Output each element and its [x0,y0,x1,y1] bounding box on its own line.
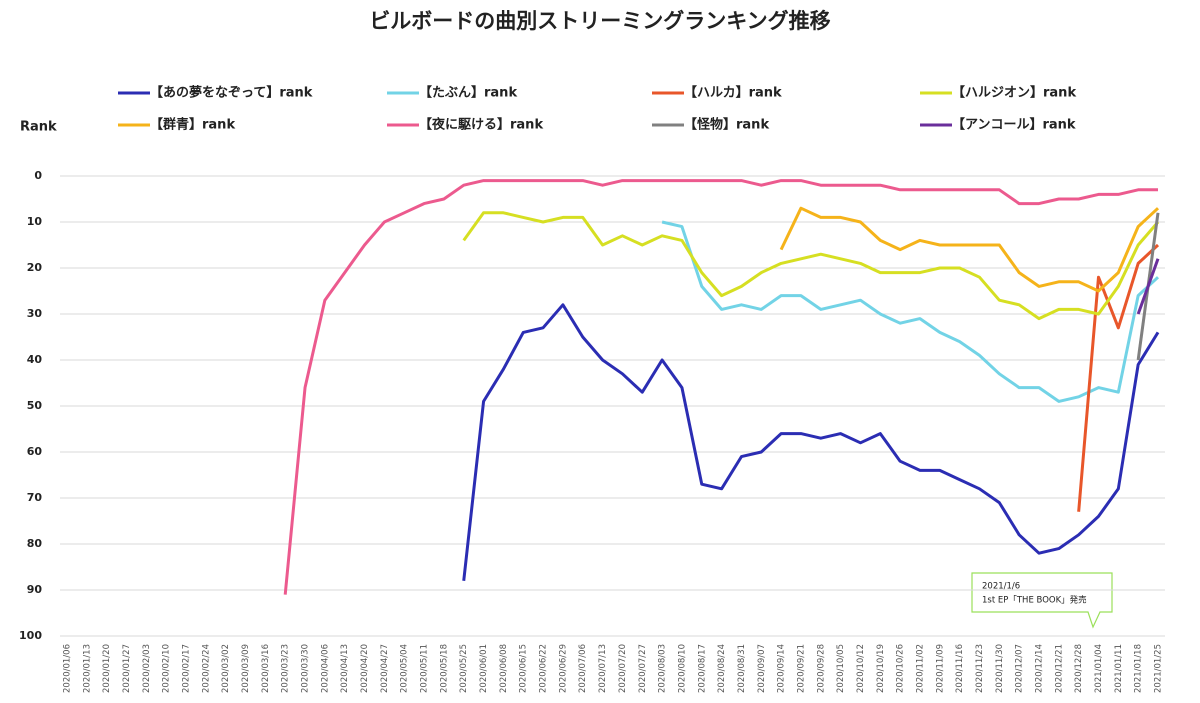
x-tick-label: 2020/06/15 [519,644,529,693]
x-tick-label: 2020/10/05 [836,644,846,693]
x-tick-label: 2020/08/31 [737,644,747,693]
y-tick-label: 100 [19,629,42,642]
x-tick-label: 2020/01/06 [63,644,73,693]
line [1136,258,1160,315]
x-tick-label: 2020/03/09 [241,644,251,693]
x-tick-label: 2020/02/17 [182,644,192,693]
x-tick-label: 2020/07/13 [598,644,608,693]
x-tick-label: 2020/06/22 [539,644,549,693]
x-tick-label: 2020/11/30 [995,644,1005,693]
y-tick-label: 70 [27,491,43,504]
line [661,220,1160,403]
x-tick-label: 2021/01/25 [1154,644,1164,693]
line [283,179,1158,595]
x-tick-label: 2020/01/13 [82,644,92,693]
x-tick-label: 2020/11/02 [915,644,925,693]
x-tick-label: 2020/07/20 [618,644,628,693]
x-tick-label: 2020/12/21 [1054,644,1064,693]
y-tick-label: 20 [27,261,43,274]
x-tick-label: 2020/11/23 [975,644,985,693]
x-tick-label: 2020/02/24 [201,644,211,693]
y-tick-label: 50 [27,399,43,412]
legend-label: 【ハルカ】rank [684,85,782,101]
x-tick-label: 2020/07/27 [638,644,648,693]
legend-label: 【怪物】rank [684,117,769,133]
x-tick-label: 2020/04/27 [380,644,390,693]
x-tick-label: 2021/01/11 [1114,644,1124,693]
line [1077,243,1160,512]
x-tick-label: 2020/10/19 [876,644,886,693]
annotation: 1st EP「THE BOOK」発売 [982,595,1087,606]
x-tick-label: 2020/06/01 [479,644,489,693]
x-tick-label: 2020/05/18 [439,644,449,693]
x-tick-label: 2021/01/04 [1094,644,1104,693]
x-tick-label: 2020/06/29 [558,644,568,693]
annotation-box [971,572,1113,629]
legend-label: 【ハルジオン】rank [952,85,1076,101]
x-tick-label: 2020/05/25 [459,644,469,693]
x-tick-label: 2020/08/03 [658,644,668,693]
y-tick-label: 80 [27,537,43,550]
x-tick-label: 2020/06/08 [499,644,509,693]
x-tick-label: 2020/12/14 [1034,644,1044,693]
x-tick-label: 2020/10/12 [856,644,866,693]
x-tick-label: 2020/03/16 [261,644,271,693]
legend-label: 【群青】rank [150,117,235,133]
y-tick-label: 40 [27,353,43,366]
x-tick-label: 2020/02/03 [142,644,152,693]
x-tick-label: 2020/01/20 [102,644,112,693]
y-axis-label: Rank [20,120,57,135]
x-tick-label: 2020/04/06 [320,644,330,693]
line [779,206,1160,293]
x-tick-label: 2020/03/30 [301,644,311,693]
x-tick-label: 2020/11/09 [935,644,945,693]
y-tick-label: 0 [34,169,42,182]
x-tick-label: 2020/12/07 [1015,644,1025,693]
x-tick-label: 2020/02/10 [162,644,172,693]
x-tick-label: 2020/07/06 [578,644,588,693]
x-tick-label: 2020/05/11 [420,644,430,693]
x-tick-label: 2020/11/16 [955,644,965,693]
legend-label: 【アンコール】rank [952,117,1076,133]
x-tick-label: 2020/09/14 [777,644,787,693]
y-tick-label: 30 [27,307,43,320]
legend-label: 【あの夢をなぞって】rank [150,85,313,101]
y-tick-label: 90 [27,583,43,596]
x-tick-label: 2020/09/28 [816,644,826,693]
annotation: 2021/1/6 [982,582,1020,592]
line [462,211,1160,321]
x-tick-label: 2020/09/07 [757,644,767,693]
x-tick-label: 2020/04/20 [360,644,370,693]
x-tick-label: 2020/09/21 [796,644,806,693]
x-tick-label: 2020/08/10 [677,644,687,693]
legend-label: 【夜に駆ける】rank [419,117,543,133]
line [462,303,1160,581]
y-tick-label: 10 [27,215,43,228]
x-tick-label: 2020/08/17 [697,644,707,693]
x-tick-label: 2020/05/04 [400,644,410,693]
x-tick-label: 2020/01/27 [122,644,132,693]
x-tick-label: 2020/12/28 [1074,644,1084,693]
legend-label: 【たぶん】rank [419,85,517,101]
x-tick-label: 2020/08/24 [717,644,727,693]
chart-title: ビルボードの曲別ストリーミングランキング推移 [369,9,830,33]
x-tick-label: 2021/01/18 [1134,644,1144,693]
x-tick-label: 2020/03/02 [221,644,231,693]
x-tick-label: 2020/03/23 [281,644,291,693]
x-tick-label: 2020/10/26 [896,644,906,693]
y-tick-label: 60 [27,445,43,458]
x-tick-label: 2020/04/13 [340,644,350,693]
